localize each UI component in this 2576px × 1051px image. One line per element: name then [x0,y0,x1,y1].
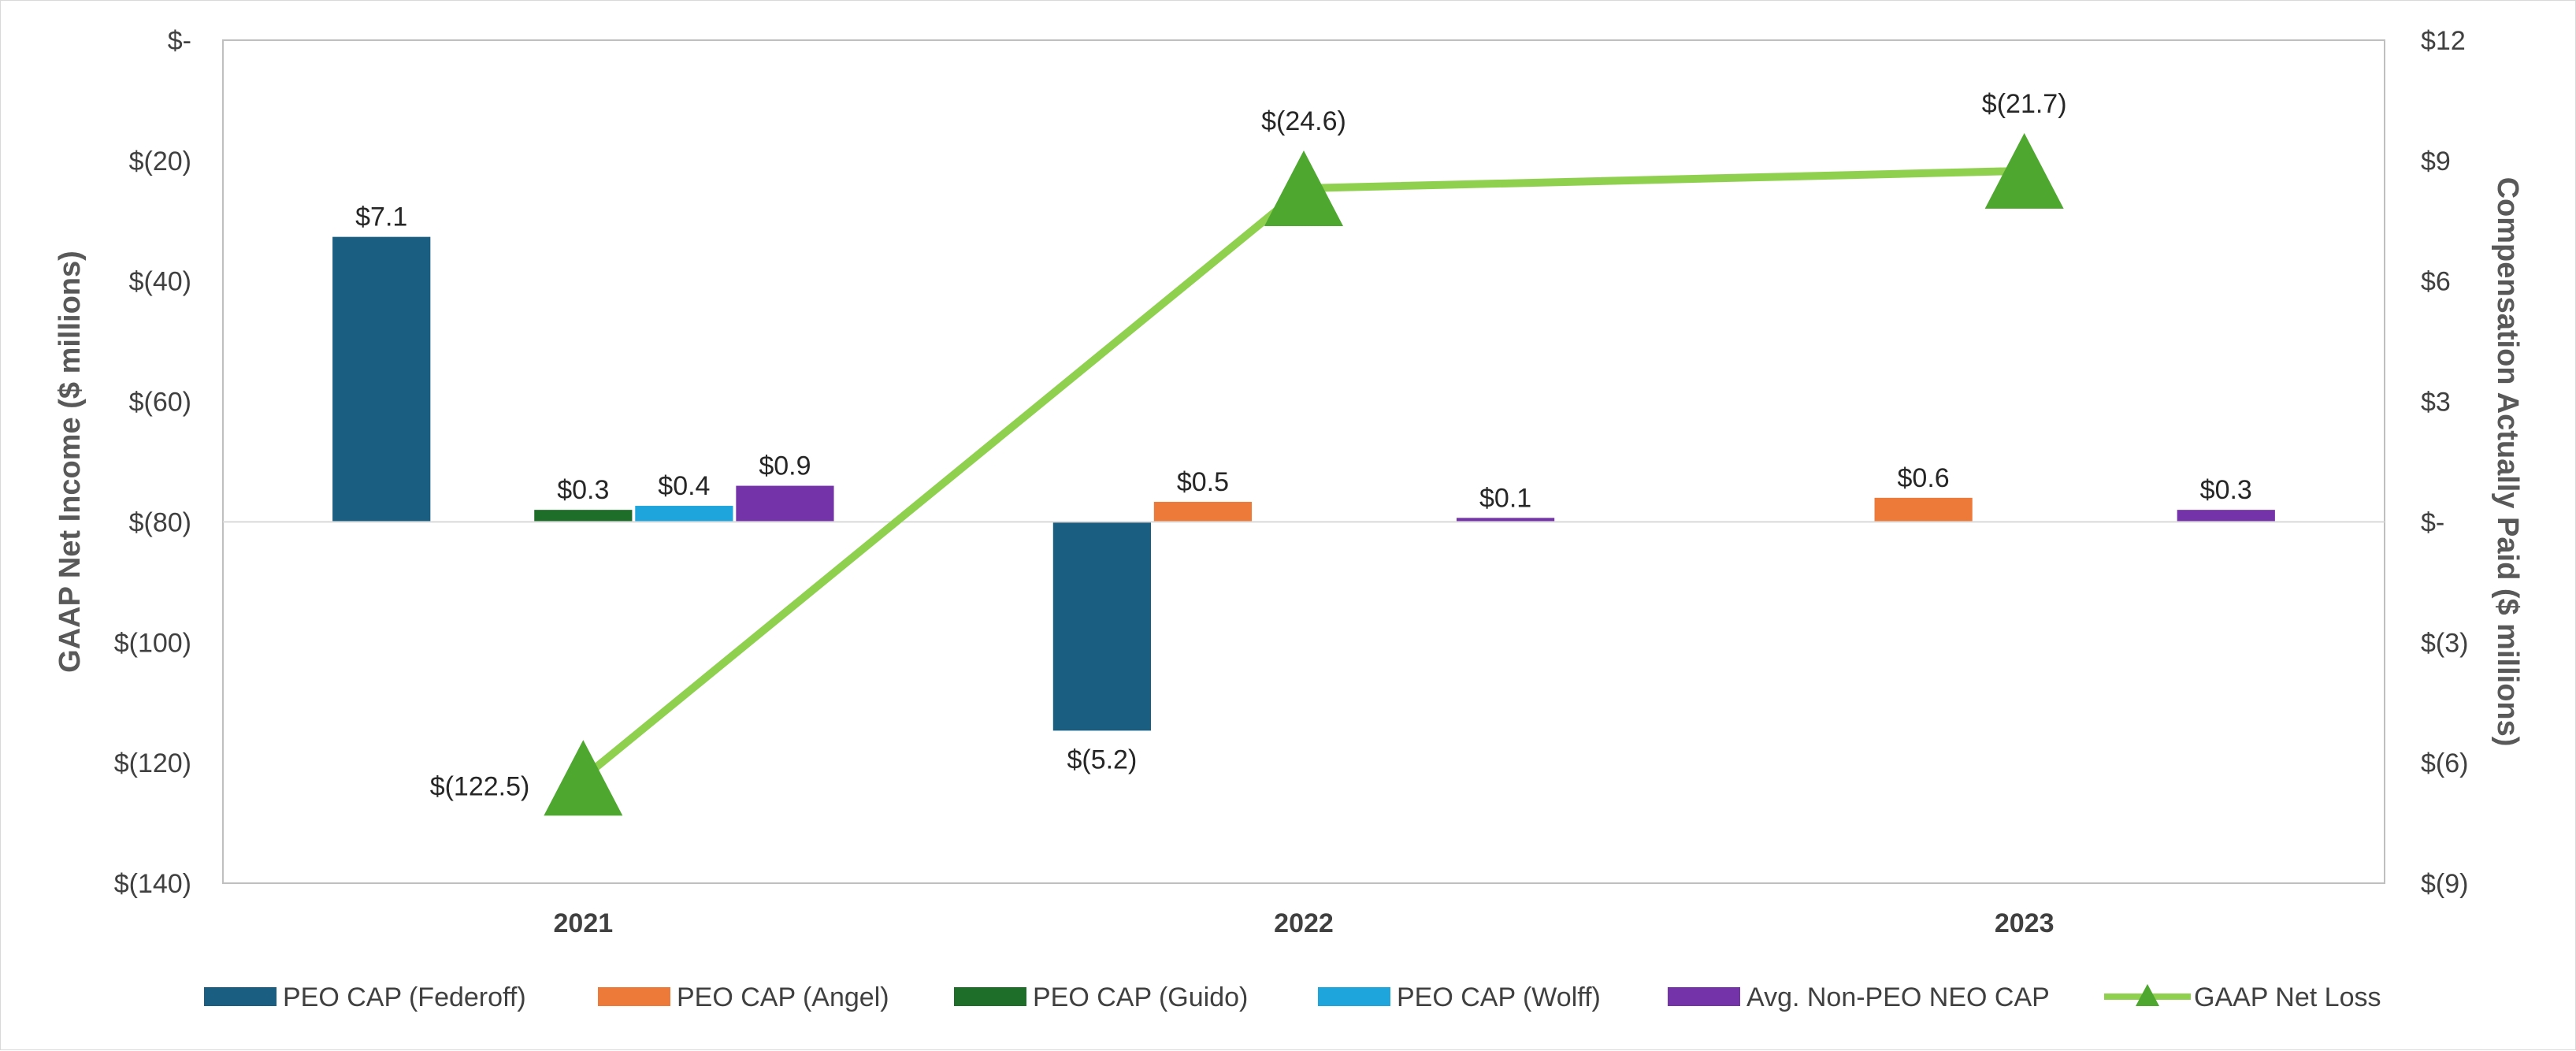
bar-data-label: $0.3 [557,475,609,505]
legend-swatch [1318,987,1390,1006]
legend-swatch [1668,987,1740,1006]
bar-data-label: $0.9 [759,451,811,481]
bar-data-label: $0.4 [658,471,710,501]
bar-data-label: $0.3 [2200,475,2252,505]
bar [1457,518,1555,522]
legend-label: PEO CAP (Wolff) [1397,982,1601,1012]
left-tick-label: $- [168,26,191,56]
axes-layer: $- $(20) $(40) $(60) $(80) $(100) $(120) $(140)… [114,26,2469,938]
legend-label: PEO CAP (Guido) [1033,982,1248,1012]
bar [635,506,733,522]
legend-swatch [204,987,277,1006]
right-tick-label: $- [2421,507,2444,537]
left-tick-label: $(40) [129,267,191,297]
x-category-label: 2023 [1995,908,2054,938]
bar [332,236,431,522]
bar-data-label: $0.5 [1177,467,1229,497]
left-tick-label: $(120) [114,748,191,778]
bar-data-label: $(5.2) [1067,745,1137,774]
bar [1052,522,1151,731]
left-tick-label: $(140) [114,869,191,899]
right-axis-title: Compensation Actually Paid ($ millions) [2491,177,2524,747]
left-axis-title: GAAP Net Income ($ millions) [54,251,87,673]
bar [736,485,834,522]
legend-swatch [598,987,670,1006]
left-tick-label: $(20) [129,147,191,176]
bar-data-label: $7.1 [355,202,407,232]
bar [1874,497,1973,522]
line-layer [544,132,2064,816]
legend: PEO CAP (Federoff) PEO CAP (Angel) PEO CAP… [204,982,2381,1012]
legend-swatch [954,987,1026,1006]
right-tick-label: $3 [2421,388,2451,418]
left-tick-label: $(80) [129,507,191,537]
legend-label: GAAP Net Loss [2194,982,2381,1012]
right-tick-label: $12 [2421,26,2466,56]
right-tick-label: $9 [2421,147,2451,176]
right-tick-label: $(9) [2421,869,2468,899]
bar-data-label: $0.6 [1898,463,1950,493]
bar [534,510,633,522]
bars-layer [332,236,2275,731]
bar [1153,501,1253,522]
left-tick-label: $(100) [114,628,191,658]
bar-data-label: $0.1 [1479,483,1531,513]
legend-triangle-icon [2136,984,2159,1006]
legend-label: Avg. Non-PEO NEO CAP [1746,982,2050,1012]
triangle-marker [544,740,623,816]
line-data-label: $(122.5) [430,771,530,801]
left-tick-label: $(60) [129,388,191,418]
legend-label: PEO CAP (Federoff) [283,982,526,1012]
right-tick-label: $(3) [2421,628,2468,658]
right-tick-label: $6 [2421,267,2451,297]
right-tick-label: $(6) [2421,748,2468,778]
x-category-label: 2022 [1274,908,1334,938]
line-data-label: $(21.7) [1982,89,2067,119]
triangle-marker [1264,150,1343,227]
data-labels-layer: $7.1 $(5.2) $0.5 $0.6 $0.3 $0.4 $0.9 $0.1 $0.3 $(… [355,89,2252,801]
x-category-label: 2021 [554,908,614,938]
legend-label: PEO CAP (Angel) [677,982,889,1012]
triangle-marker [1984,132,2064,209]
line-data-label: $(24.6) [1261,106,1346,136]
bar [2177,510,2275,522]
